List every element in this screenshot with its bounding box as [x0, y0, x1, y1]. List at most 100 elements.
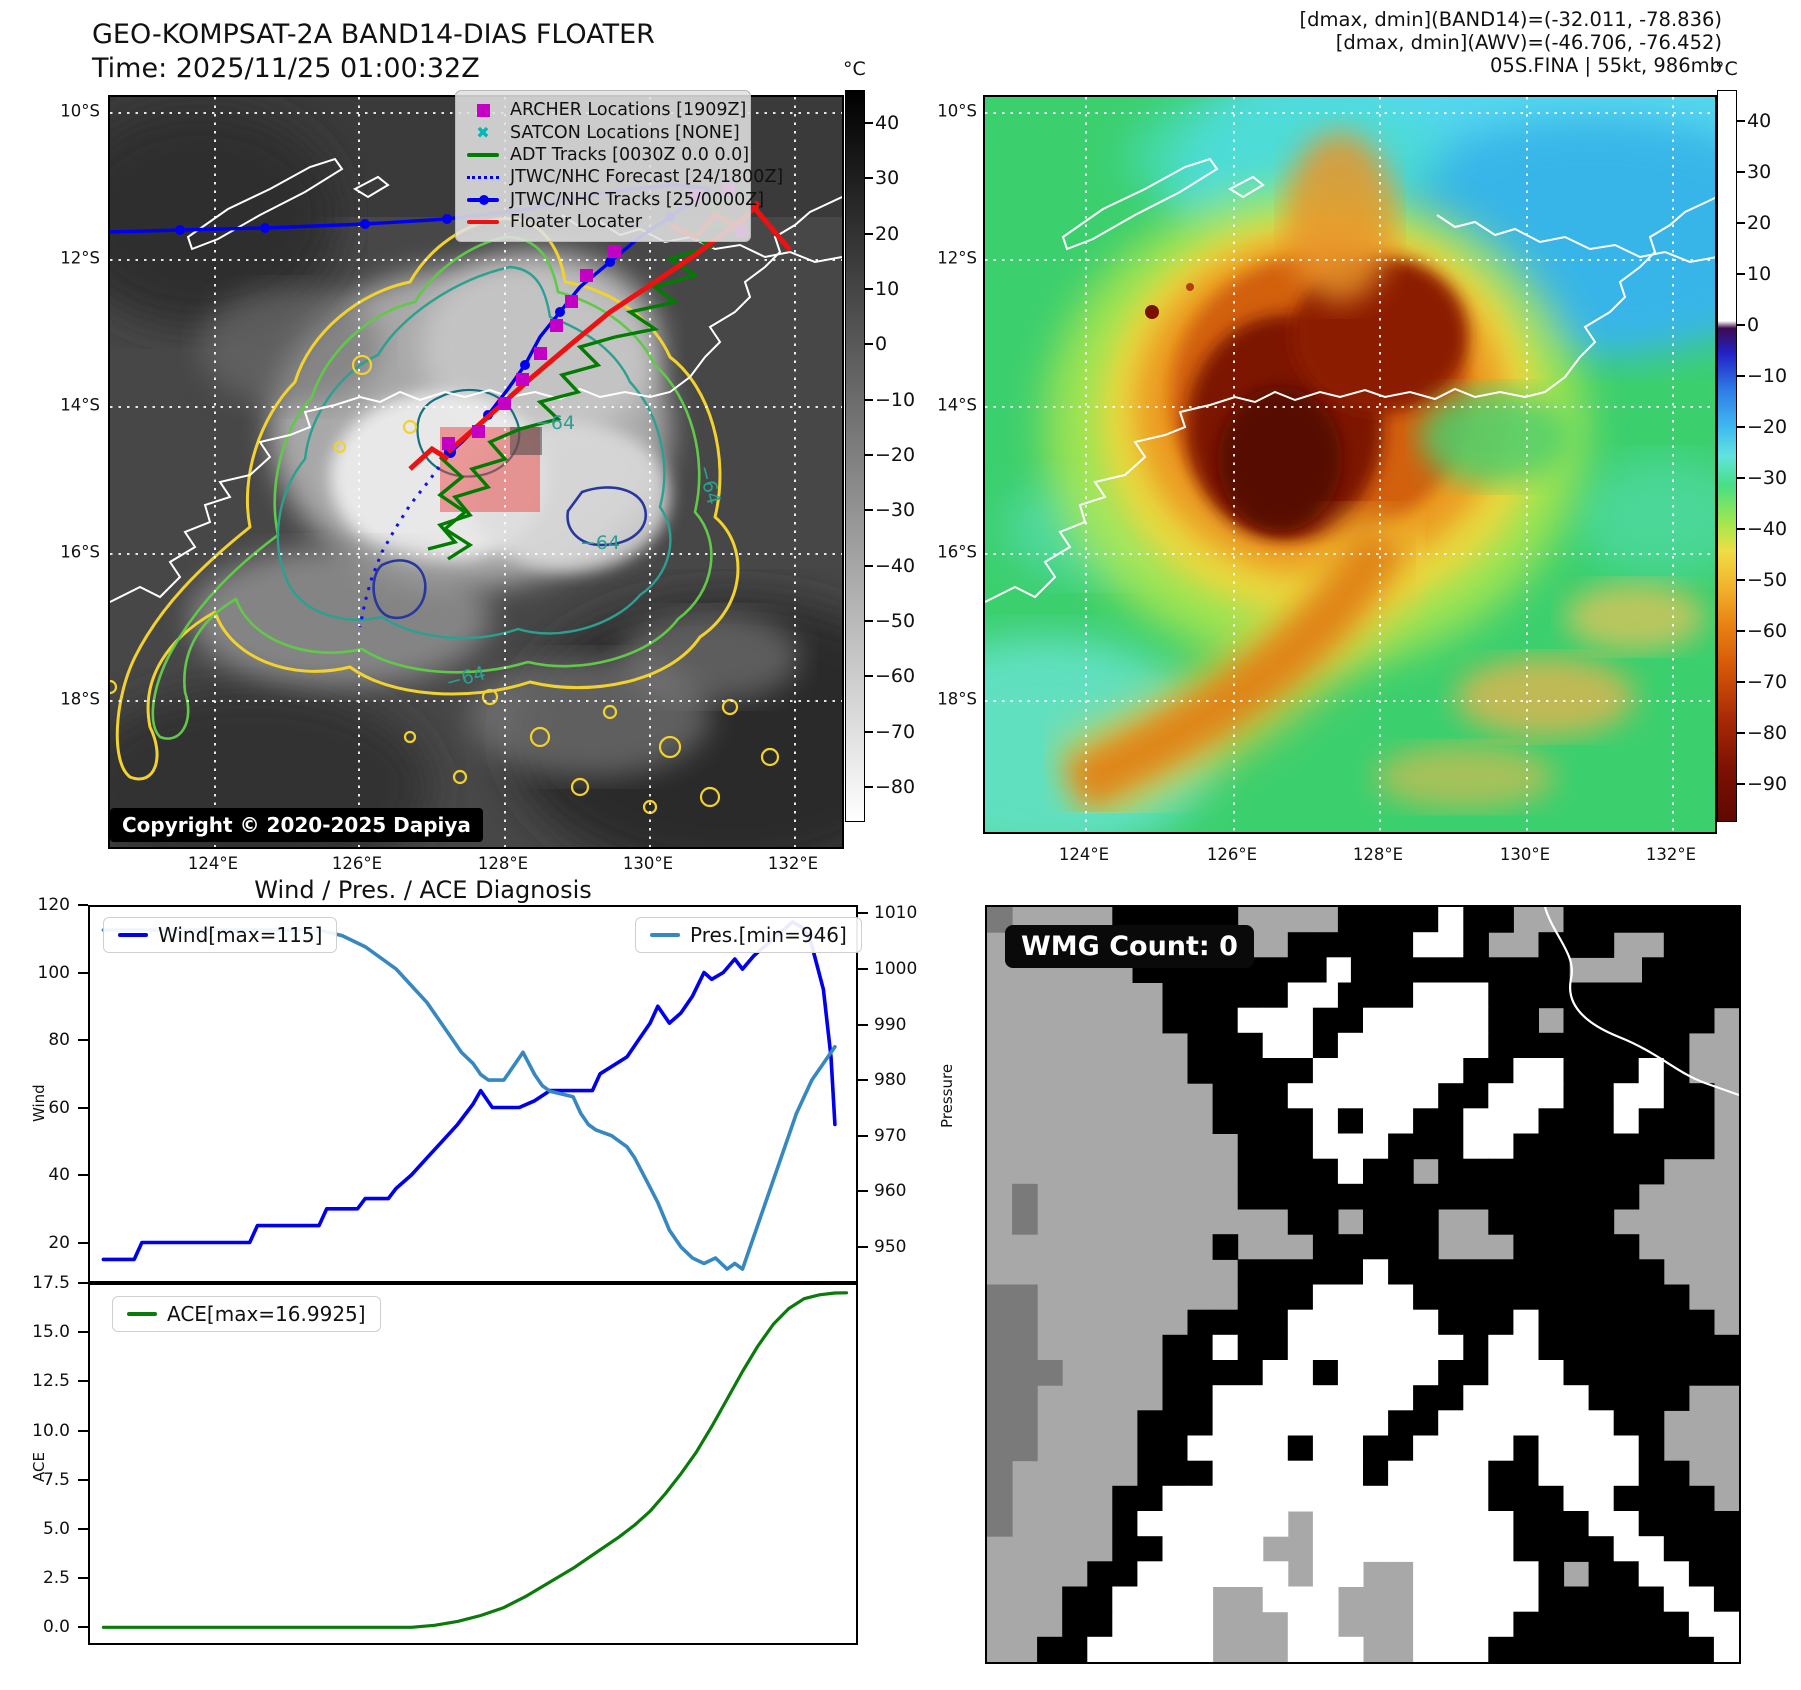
ace-line: [101, 1291, 849, 1629]
awv-colorbar: [1717, 90, 1737, 822]
colorbar-tick: [1737, 272, 1745, 275]
colorbar-tick-label: 10: [875, 278, 900, 301]
ir-yellow-speckles: [110, 354, 780, 815]
colorbar-tick: [865, 398, 873, 401]
colorbar-tick: [1737, 681, 1745, 684]
ir-contour-teal: [276, 265, 672, 640]
ir-lon-label: 126°E: [331, 854, 383, 873]
y-tick-label: 0.0: [42, 1617, 70, 1638]
ir-contour-green: [151, 235, 713, 740]
ir-legend-item-label: JTWC/NHC Tracks [25/0000Z]: [510, 189, 765, 210]
colorbar-tick: [865, 288, 873, 291]
y-tick: [78, 1039, 88, 1041]
colorbar-tick-label: 10: [1747, 262, 1772, 285]
pressure-line: [101, 928, 837, 1271]
colorbar-tick-label: −60: [875, 665, 916, 688]
colorbar-tick: [1737, 476, 1745, 479]
awv-lon-label: 124°E: [1058, 845, 1110, 864]
colorbar-tick-label: −50: [1747, 569, 1788, 592]
y-tick-label: 40: [48, 1165, 70, 1185]
ir-jtwc-forecast-track: [358, 458, 447, 628]
y-tick: [78, 1429, 88, 1432]
colorbar-tick: [865, 675, 873, 678]
ace-legend-swatch: [127, 1311, 157, 1317]
y-tick-right: [858, 912, 868, 915]
colorbar-tick-label: −90: [1747, 773, 1788, 796]
colorbar-tick-label: −30: [875, 499, 916, 522]
colorbar-tick-label: −20: [1747, 415, 1788, 438]
y-tick-right-label: 950: [874, 1236, 907, 1257]
awv-lat-label: 16°S: [937, 542, 977, 562]
ir-legend-item: ✖ SATCON Locations [NONE]: [466, 121, 740, 143]
svg-text:−64: −64: [580, 532, 620, 554]
wind-pressure-chart: [88, 905, 858, 1283]
ir-title-line1: GEO-KOMPSAT-2A BAND14-DIAS FLOATER: [92, 19, 655, 50]
y-tick-right: [858, 1245, 868, 1248]
y-tick: [78, 1478, 88, 1481]
colorbar-tick-label: −70: [1747, 671, 1788, 694]
y-tick-right: [858, 967, 868, 970]
y-tick-label: 20: [48, 1232, 70, 1253]
colorbar-tick-label: 20: [1747, 211, 1772, 234]
colorbar-tick: [1737, 323, 1745, 326]
y-tick-right: [858, 1134, 868, 1137]
awv-lon-label: 128°E: [1352, 845, 1404, 864]
wmg-coastline: [1543, 907, 1739, 1097]
ir-map-legend: ARCHER Locations [1909Z] ✖ SATCON Location…: [455, 90, 783, 243]
colorbar-tick-label: −10: [1747, 364, 1788, 387]
colorbar-tick-label: 30: [1747, 160, 1772, 183]
colorbar-tick: [1737, 425, 1745, 428]
ir-panel-title: GEO-KOMPSAT-2A BAND14-DIAS FLOATER Time:…: [92, 18, 655, 86]
forecast-dotted-line-icon: [466, 175, 500, 179]
colorbar-tick: [1737, 783, 1745, 786]
ir-title-line2: Time: 2025/11/25 01:00:32Z: [92, 53, 480, 84]
svg-text:−64: −64: [535, 412, 575, 434]
awv-gridlines: [985, 97, 1715, 832]
y-tick: [78, 1174, 88, 1176]
colorbar-tick: [865, 785, 873, 788]
ir-lon-label: 130°E: [622, 854, 674, 873]
copyright-badge: Copyright © 2020-2025 Dapiya: [110, 808, 483, 842]
awv-lon-label: 130°E: [1499, 845, 1551, 864]
colorbar-tick: [1737, 221, 1745, 224]
awv-lat-label: 18°S: [937, 689, 977, 709]
ir-legend-item-label: SATCON Locations [NONE]: [510, 122, 740, 143]
ace-chart: [88, 1283, 858, 1645]
y-tick-label: 5.0: [42, 1518, 70, 1539]
pres-legend-label: Pres.[min=946]: [690, 923, 847, 947]
ir-legend-item-label: Floater Locater: [510, 212, 643, 233]
track-line-icon: [466, 152, 500, 157]
colorbar-tick-label: −20: [875, 444, 916, 466]
wmg-mask-panel: [985, 905, 1741, 1664]
colorbar-tick-label: −70: [875, 720, 916, 743]
wind-legend: Wind[max=115]: [103, 917, 338, 953]
awv-header-line3: 05S.FINA | 55kt, 986mb: [1490, 54, 1722, 77]
awv-panel-header: [dmax, dmin](BAND14)=(-32.011, -78.836) …: [1300, 8, 1722, 77]
archer-square-icon: [466, 103, 500, 117]
colorbar-tick-label: −40: [875, 554, 916, 577]
y-tick-right: [858, 1190, 868, 1193]
colorbar-tick: [865, 509, 873, 512]
colorbar-tick-label: −50: [875, 609, 916, 632]
pressure-axis-label: Pressure: [938, 1063, 956, 1128]
ir-legend-item-label: ADT Tracks [0030Z 0.0 0.0]: [510, 144, 750, 165]
pres-legend: Pres.[min=946]: [635, 917, 862, 953]
y-tick: [78, 1577, 88, 1580]
track-line-icon: [466, 220, 500, 225]
y-tick-label: 2.5: [42, 1568, 70, 1589]
awv-colorbar-unit: °C: [1715, 58, 1738, 80]
ir-lon-label: 132°E: [767, 854, 819, 873]
ir-legend-item: Floater Locater: [466, 211, 738, 233]
colorbar-tick: [865, 730, 873, 733]
ir-legend-item-label: ARCHER Locations [1909Z]: [510, 100, 747, 121]
ir-colorbar: [845, 90, 865, 822]
colorbar-tick-label: −80: [875, 775, 916, 798]
y-tick-label: 80: [48, 1030, 70, 1050]
wmg-count-badge: WMG Count: 0: [1005, 925, 1254, 968]
ir-legend-item-label: JTWC/NHC Forecast [24/1800Z]: [510, 167, 784, 188]
awv-lat-label: 12°S: [937, 248, 977, 268]
wind-legend-swatch: [118, 932, 148, 938]
y-tick-label: 60: [48, 1097, 70, 1118]
colorbar-tick: [865, 564, 873, 567]
colorbar-tick: [1737, 528, 1745, 531]
